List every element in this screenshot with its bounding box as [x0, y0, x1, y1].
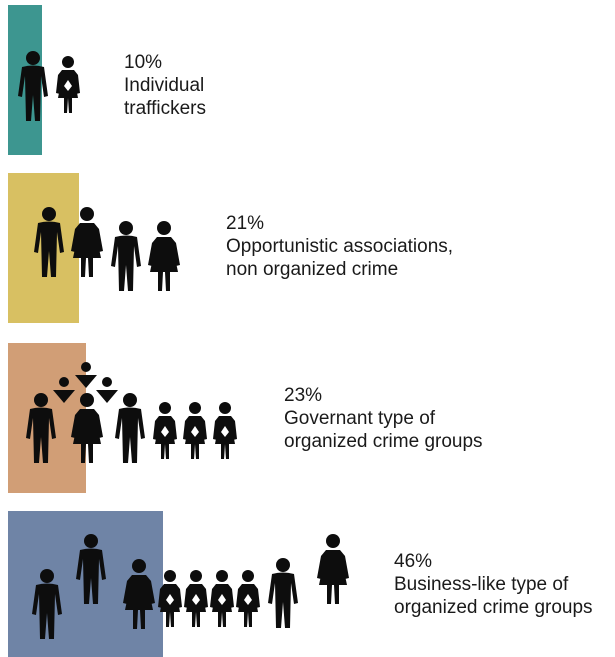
- small-woman-icon: [236, 570, 260, 627]
- small-woman-icon: [213, 402, 237, 459]
- people-icons: [34, 207, 180, 291]
- chart-row-governant-type: 23% Governant type of organized crime gr…: [0, 343, 615, 493]
- man-icon: [26, 393, 56, 463]
- small-woman-icon: [153, 402, 177, 459]
- category-label-line: organized crime groups: [394, 597, 593, 618]
- man-icon: [18, 51, 48, 121]
- woman-icon: [123, 559, 155, 629]
- woman-icon: [71, 393, 103, 463]
- value-label: 10%: [124, 52, 163, 73]
- value-label: 23%: [284, 385, 323, 406]
- category-label-line: organized crime groups: [284, 431, 483, 452]
- small-woman-icon: [56, 56, 80, 113]
- chart-row-opportunistic-associations: 21% Opportunistic associations, non orga…: [0, 173, 615, 323]
- boss-icon: [53, 377, 75, 403]
- man-icon: [115, 393, 145, 463]
- woman-icon: [317, 534, 349, 604]
- woman-icon: [71, 207, 103, 277]
- category-label-line: traffickers: [124, 98, 207, 119]
- chart-row-individual-traffickers: 10% Individual traffickers: [0, 5, 615, 155]
- category-label: 46% Business-like type of organized crim…: [394, 550, 593, 619]
- category-label: 10% Individual traffickers: [124, 51, 206, 120]
- category-label: 23% Governant type of organized crime gr…: [284, 384, 483, 453]
- man-icon: [34, 207, 64, 277]
- chart-row-business-like-type: 46% Business-like type of organized crim…: [0, 511, 615, 657]
- boss-icon: [96, 377, 118, 403]
- man-icon: [76, 534, 106, 604]
- small-woman-icon: [184, 570, 208, 627]
- people-icons: [26, 362, 237, 463]
- small-woman-icon: [158, 570, 182, 627]
- man-icon: [32, 569, 62, 639]
- boss-icon: [75, 362, 97, 388]
- category-label-line: Business-like type of: [394, 574, 569, 595]
- value-label: 21%: [226, 213, 265, 234]
- value-label: 46%: [394, 551, 433, 572]
- man-icon: [111, 221, 141, 291]
- category-label-line: Individual: [124, 75, 205, 96]
- people-icons: [18, 51, 80, 121]
- category-label-line: Governant type of: [284, 408, 436, 429]
- people-icons: [32, 534, 349, 639]
- category-label-line: Opportunistic associations,: [226, 236, 454, 257]
- category-label: 21% Opportunistic associations, non orga…: [226, 212, 453, 281]
- category-label-line: non organized crime: [226, 259, 399, 280]
- small-woman-icon: [183, 402, 207, 459]
- small-woman-icon: [210, 570, 234, 627]
- woman-icon: [148, 221, 180, 291]
- man-icon: [268, 558, 298, 628]
